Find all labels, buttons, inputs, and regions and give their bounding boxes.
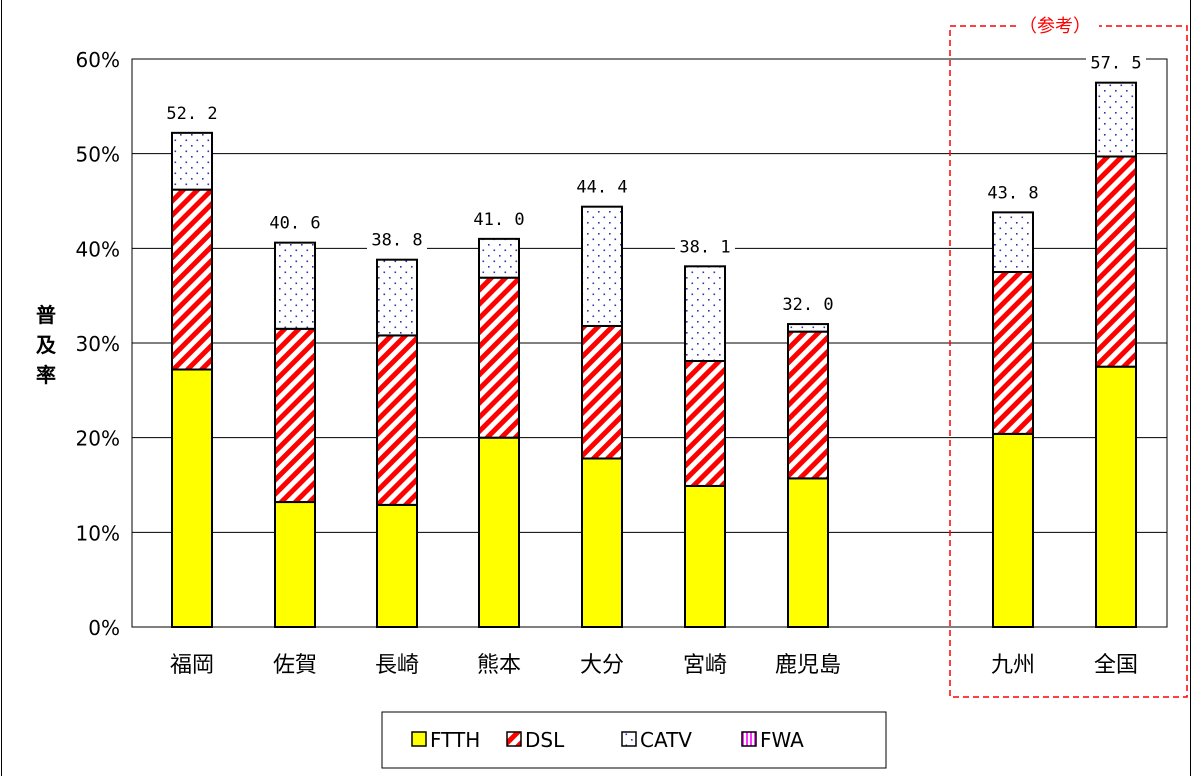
legend-swatch-dsl bbox=[506, 731, 522, 747]
bar-catv-segment bbox=[171, 131, 213, 191]
total-label-bg bbox=[469, 207, 529, 230]
reference-label: （参考） bbox=[1019, 16, 1091, 37]
bar-dsl-segment bbox=[787, 330, 829, 480]
bar-ftth-segment bbox=[581, 457, 623, 629]
total-label-bg bbox=[778, 293, 838, 316]
x-tick-label: 九州 bbox=[991, 653, 1035, 678]
bar-dsl-segment bbox=[376, 334, 418, 506]
bar-ftth-segment bbox=[787, 477, 829, 628]
x-tick-label: 長崎 bbox=[375, 653, 419, 678]
bar-catv-segment bbox=[581, 205, 623, 327]
bar-ftth-segment bbox=[376, 503, 418, 629]
legend-label-catv: CATV bbox=[640, 728, 692, 752]
bar-dsl-segment bbox=[1095, 155, 1137, 368]
bar-dsl-segment bbox=[992, 271, 1034, 435]
x-axis-ticks: 福岡 佐賀 長崎 熊本 大分 宮崎 鹿児島 九州 全国 bbox=[170, 653, 1138, 678]
bar-catv-segment bbox=[992, 211, 1034, 273]
bar-ftth-segment bbox=[274, 501, 316, 629]
bar-ftth-segment bbox=[1095, 365, 1137, 628]
total-label-bg bbox=[162, 101, 222, 124]
total-label: 38. 8 bbox=[371, 231, 422, 251]
x-tick-label: 佐賀 bbox=[273, 653, 317, 678]
y-tick-label: 60% bbox=[76, 48, 120, 72]
legend-swatch-fwa bbox=[741, 731, 757, 747]
y-axis-label: 普及率 bbox=[36, 303, 57, 387]
bar-ftth-segment bbox=[171, 368, 213, 628]
bar-dsl-segment bbox=[581, 324, 623, 460]
y-tick-label: 50% bbox=[76, 143, 120, 167]
total-label-bg bbox=[265, 211, 325, 234]
total-label: 44. 4 bbox=[576, 178, 627, 198]
bar-catv-segment bbox=[787, 323, 829, 333]
bars bbox=[171, 81, 1137, 629]
bar-ftth-segment bbox=[684, 484, 726, 628]
bar-dsl-segment bbox=[684, 359, 726, 487]
x-tick-label: 福岡 bbox=[170, 653, 214, 678]
y-tick-label: 10% bbox=[76, 521, 120, 545]
y-tick-label: 30% bbox=[76, 332, 120, 356]
bar-dsl-segment bbox=[478, 276, 520, 439]
legend: FTTH DSL CATV FWA bbox=[381, 711, 887, 769]
total-label-bg bbox=[572, 175, 632, 198]
total-label: 52. 2 bbox=[166, 104, 217, 124]
total-label-bg bbox=[983, 181, 1043, 204]
bar-catv-segment bbox=[274, 241, 316, 330]
y-tick-label: 20% bbox=[76, 427, 120, 451]
total-label-bg bbox=[675, 235, 735, 258]
legend-label-dsl: DSL bbox=[525, 728, 565, 752]
x-tick-label: 全国 bbox=[1094, 653, 1138, 678]
legend-label-ftth: FTTH bbox=[430, 728, 480, 752]
bar-dsl-segment bbox=[274, 327, 316, 504]
y-tick-label: 0% bbox=[88, 616, 120, 640]
x-tick-label: 大分 bbox=[580, 653, 624, 678]
legend-swatch-catv bbox=[621, 731, 637, 747]
total-label: 40. 6 bbox=[269, 214, 320, 234]
bar-catv-segment bbox=[1095, 81, 1137, 158]
total-label-bg bbox=[1086, 51, 1146, 74]
bar-dsl-segment bbox=[171, 188, 213, 371]
total-labels: 52. 2 40. 6 38. 8 41. 0 44. 4 38. 1 32. 0 43. 8… bbox=[162, 51, 1146, 316]
total-label: 57. 5 bbox=[1090, 54, 1141, 74]
bar-ftth-segment bbox=[992, 432, 1034, 628]
total-label: 38. 1 bbox=[679, 237, 730, 257]
x-tick-label: 熊本 bbox=[477, 653, 521, 678]
total-label: 43. 8 bbox=[987, 183, 1038, 203]
x-tick-label: 鹿児島 bbox=[775, 653, 841, 678]
reference-box: （参考） bbox=[949, 16, 1188, 698]
bar-catv-segment bbox=[478, 237, 520, 279]
legend-label-fwa: FWA bbox=[760, 728, 804, 752]
bar-ftth-segment bbox=[478, 436, 520, 628]
legend-swatch-ftth bbox=[411, 731, 427, 747]
total-label-bg bbox=[367, 228, 427, 251]
x-tick-label: 宮崎 bbox=[683, 653, 727, 678]
y-tick-label: 40% bbox=[76, 237, 120, 261]
total-label: 32. 0 bbox=[782, 295, 833, 315]
total-label: 41. 0 bbox=[473, 210, 524, 230]
bar-catv-segment bbox=[376, 258, 418, 337]
y-axis-ticks: 0% 10% 20% 30% 40% 50% 60% bbox=[76, 48, 120, 640]
bar-catv-segment bbox=[684, 265, 726, 362]
